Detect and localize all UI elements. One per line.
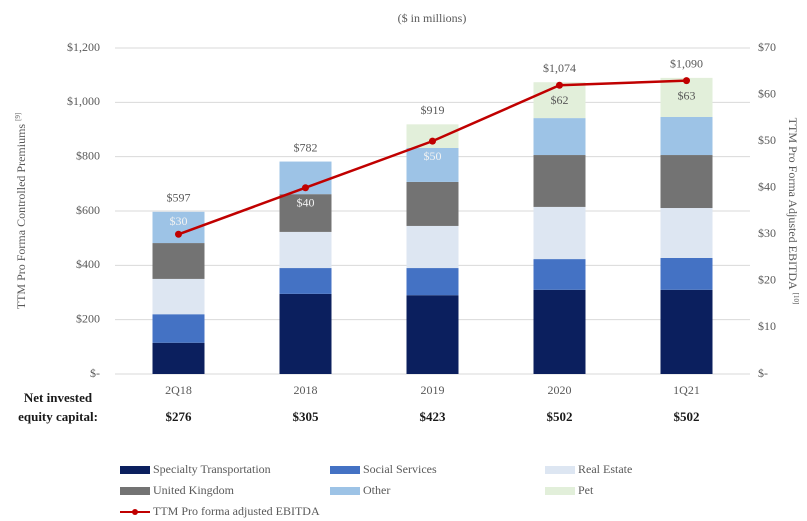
legend-label: Real Estate [578, 462, 632, 476]
bar-segment [152, 278, 205, 315]
row-label: Net invested [24, 390, 93, 405]
total-label: $1,074 [543, 61, 576, 75]
y2-tick-label: $- [758, 366, 768, 380]
y-axis-label: TTM Pro Forma Controlled Premiums [9] [14, 113, 28, 310]
line-marker [302, 184, 309, 192]
y2-tick-label: $60 [758, 86, 776, 100]
line-marker [683, 77, 690, 85]
bar-segment [152, 243, 205, 279]
bar-segment [279, 293, 332, 374]
legend-label: Specialty Transportation [153, 462, 271, 476]
bar-segment [279, 194, 332, 232]
legend-label: Pet [578, 483, 594, 497]
bar-segment [406, 268, 459, 296]
chart-subtitle: ($ in millions) [398, 11, 467, 25]
y2-tick-label: $10 [758, 319, 776, 333]
line-marker [175, 230, 182, 238]
y2-tick-label: $40 [758, 179, 776, 193]
y-tick-label: $800 [76, 148, 100, 162]
legend-marker [132, 509, 138, 515]
x-tick-label: 2020 [548, 383, 572, 397]
row-value: $276 [166, 409, 193, 424]
bar-segment [279, 268, 332, 294]
y-tick-label: $600 [76, 203, 100, 217]
bar-segment [533, 259, 586, 290]
legend-label: TTM Pro forma adjusted EBITDA [153, 504, 320, 518]
bar-segment [406, 181, 459, 226]
y-tick-label: $1,000 [67, 94, 100, 108]
bar-segment [406, 124, 459, 148]
y-tick-label: $200 [76, 311, 100, 325]
bar-segment [660, 289, 713, 374]
y2-tick-label: $70 [758, 40, 776, 54]
row-label: equity capital: [18, 409, 98, 424]
bar-segment [660, 208, 713, 258]
y-axis-label-note: [9] [14, 113, 22, 121]
bar-segment [533, 289, 586, 374]
x-tick-label: 2019 [421, 383, 445, 397]
line-marker [556, 81, 563, 89]
bar-segment [152, 314, 205, 343]
y2-axis-label: TTM Pro Forma Adjusted EBITDA [10] [786, 118, 800, 305]
bar-segment [533, 118, 586, 156]
data-label: $40 [297, 195, 315, 209]
total-label: $919 [421, 103, 445, 117]
row-value: $305 [293, 409, 320, 424]
legend-swatch [120, 466, 150, 474]
data-label: $62 [551, 93, 569, 107]
x-tick-label: 2018 [294, 383, 318, 397]
y2-axis-label-note: [10] [792, 293, 800, 305]
data-label: $63 [678, 88, 696, 102]
legend-swatch [330, 466, 360, 474]
legend-swatch [545, 466, 575, 474]
bar-segment [279, 231, 332, 269]
bar-segment [406, 295, 459, 374]
y-tick-label: $- [90, 366, 100, 380]
x-tick-label: 2Q18 [165, 383, 192, 397]
legend-swatch [545, 487, 575, 495]
legend-swatch [120, 487, 150, 495]
bar-segment [660, 257, 713, 290]
legend-label: Social Services [363, 462, 437, 476]
bar-segment [660, 155, 713, 209]
y-tick-label: $400 [76, 257, 100, 271]
bar-segment [660, 117, 713, 156]
y2-axis-label-text: TTM Pro Forma Adjusted EBITDA [786, 118, 800, 290]
bar-segment [660, 77, 713, 118]
legend-label: United Kingdom [153, 483, 235, 497]
data-label: $30 [170, 214, 188, 228]
y-axis-label-text: TTM Pro Forma Controlled Premiums [14, 124, 28, 310]
bar-segment [406, 147, 459, 182]
bar-segment [152, 342, 205, 374]
y2-tick-label: $20 [758, 273, 776, 287]
legend-label: Other [363, 483, 390, 497]
row-value: $502 [547, 409, 573, 424]
total-label: $1,090 [670, 57, 703, 71]
data-label: $50 [424, 149, 442, 163]
legend-swatch [330, 487, 360, 495]
bar-segment [406, 225, 459, 269]
row-value: $502 [674, 409, 700, 424]
bar-segment [533, 155, 586, 207]
total-label: $597 [167, 191, 191, 205]
row-value: $423 [420, 409, 447, 424]
y-tick-label: $1,200 [67, 40, 100, 54]
x-tick-label: 1Q21 [673, 383, 700, 397]
y2-tick-label: $30 [758, 226, 776, 240]
y2-tick-label: $50 [758, 133, 776, 147]
total-label: $782 [294, 140, 318, 154]
line-marker [429, 137, 436, 145]
bar-segment [533, 206, 586, 260]
